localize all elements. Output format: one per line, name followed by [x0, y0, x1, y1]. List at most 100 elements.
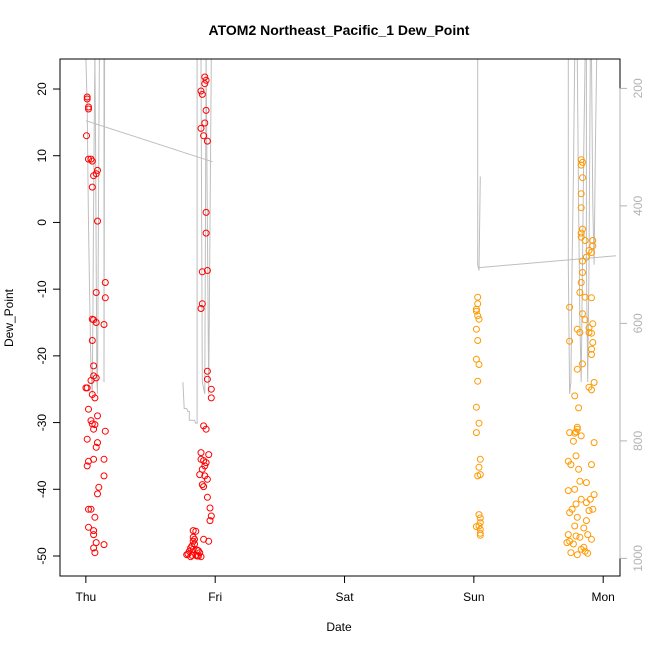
data-point — [577, 204, 585, 212]
data-point — [94, 490, 101, 498]
data-point — [205, 451, 213, 459]
data-point — [94, 217, 101, 225]
data-point — [588, 351, 595, 358]
pressure-line — [478, 255, 617, 269]
data-point — [100, 472, 108, 480]
data-point — [203, 475, 211, 483]
data-point — [87, 505, 95, 513]
data-point — [94, 166, 101, 174]
data-point — [563, 539, 571, 547]
data-point — [579, 225, 586, 233]
y-tick-label: -10 — [35, 280, 49, 298]
pressure-line — [585, 59, 591, 383]
data-point — [588, 329, 595, 337]
data-point — [474, 293, 482, 301]
data-point — [83, 462, 91, 470]
pressure-lines — [85, 59, 617, 424]
data-point — [202, 425, 210, 433]
data-point — [579, 257, 586, 265]
y-axis: 20 10 0 -10 -20 -30 -40 -50 — [35, 82, 61, 565]
data-point — [94, 439, 101, 447]
data-point — [582, 517, 590, 525]
data-point — [83, 435, 91, 443]
data-point — [584, 549, 592, 557]
data-point — [203, 267, 211, 274]
data-point — [202, 229, 210, 237]
data-point — [589, 242, 597, 250]
data-point — [577, 229, 585, 237]
data-point — [567, 549, 575, 557]
y-tick-label: -30 — [35, 414, 49, 432]
data-point — [475, 522, 483, 530]
data-point — [92, 539, 100, 547]
data-point — [198, 481, 206, 489]
data-point — [207, 512, 215, 520]
data-point — [191, 535, 198, 543]
data-point — [472, 429, 480, 437]
data-point — [85, 505, 92, 513]
data-point — [202, 76, 210, 84]
data-point — [475, 361, 483, 368]
data-point — [203, 493, 211, 501]
data-point — [564, 487, 572, 495]
data-point — [475, 419, 483, 427]
y2-tick-label: 200 — [631, 78, 645, 98]
data-point — [476, 529, 484, 537]
chart-title: ATOM2 Northeast_Pacific_1 Dew_Point — [209, 22, 470, 38]
data-point — [83, 132, 90, 140]
data-point — [589, 237, 597, 244]
data-point — [573, 423, 581, 431]
data-point — [472, 305, 480, 313]
data-point — [206, 504, 214, 512]
pressure-line — [182, 59, 198, 424]
data-point — [197, 87, 205, 95]
data-point — [566, 337, 574, 345]
pressure-line — [103, 59, 106, 383]
data-point — [201, 80, 209, 88]
x-tick-label: Mon — [592, 590, 615, 604]
data-point — [90, 455, 98, 463]
data-point — [472, 307, 480, 315]
data-point — [582, 499, 590, 507]
data-point — [472, 403, 480, 411]
pressure-line — [567, 59, 576, 394]
data-point — [569, 437, 577, 445]
data-point — [87, 155, 95, 163]
data-point — [94, 412, 101, 420]
x-tick-label: Fri — [208, 590, 222, 604]
data-point — [92, 319, 100, 326]
data-point — [585, 247, 593, 254]
data-point — [85, 523, 92, 531]
data-point — [90, 425, 98, 433]
data-point — [579, 269, 586, 276]
data-point — [187, 553, 195, 561]
data-point — [203, 375, 211, 383]
data-point — [200, 535, 208, 543]
data-point — [92, 170, 100, 178]
data-point — [203, 137, 211, 145]
data-point — [576, 329, 584, 336]
data-point — [588, 535, 595, 543]
data-point — [475, 315, 483, 323]
data-point — [572, 452, 580, 460]
data-point — [474, 337, 482, 344]
data-point — [100, 541, 108, 549]
pressure-line — [85, 120, 213, 163]
data-point — [85, 405, 92, 413]
data-point — [475, 511, 483, 519]
data-point — [573, 365, 581, 373]
y-tick-label: -50 — [35, 547, 49, 565]
pressure-line — [85, 59, 96, 394]
x-axis: Thu Fri Sat Sun Mon — [76, 575, 615, 604]
data-point — [577, 233, 585, 241]
data-point — [88, 183, 96, 191]
y2-tick-label: 600 — [631, 313, 645, 333]
y2-tick-label: 1000 — [631, 545, 645, 572]
data-point — [589, 505, 597, 513]
data-point — [576, 289, 584, 296]
data-point — [201, 119, 209, 127]
data-point — [193, 552, 201, 560]
data-point — [83, 93, 91, 101]
